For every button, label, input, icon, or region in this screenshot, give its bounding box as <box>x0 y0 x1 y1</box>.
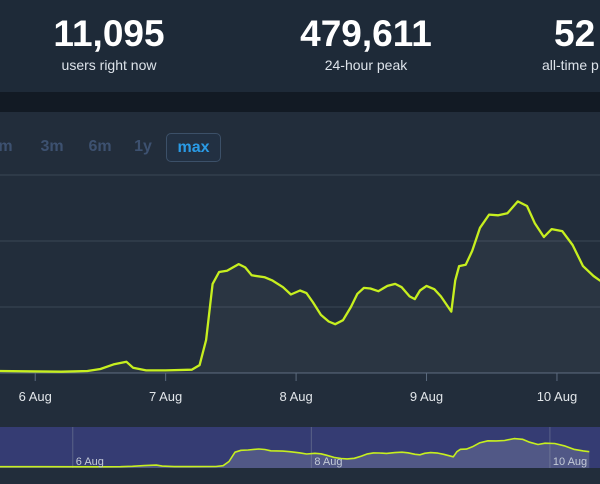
stat-24h-peak: 479,611 24-hour peak <box>290 12 442 74</box>
all-time-peak-label: all-time p <box>542 57 599 73</box>
navigator-tick-label: 10 Aug <box>553 456 587 468</box>
navigator-line <box>0 437 590 468</box>
x-tick-label: 6 Aug <box>19 389 52 404</box>
current-users-label: users right now <box>61 57 157 73</box>
stat-all-time-peak: 52 all-time p <box>540 12 600 74</box>
x-tick-label: 9 Aug <box>410 389 443 404</box>
stat-current-users: 11,095 users right now <box>42 12 176 74</box>
navigator-tick-label: 8 Aug <box>314 456 342 468</box>
series-area <box>0 201 600 373</box>
navigator-tick-label: 6 Aug <box>76 456 104 468</box>
stats-bar <box>0 0 600 92</box>
current-users-value: 11,095 <box>53 13 165 54</box>
peak-24h-label: 24-hour peak <box>324 57 408 73</box>
navigator-area <box>0 438 590 468</box>
range-button-6m[interactable]: 6m <box>88 138 112 155</box>
series-line <box>0 200 600 373</box>
x-tick-label: 7 Aug <box>149 389 182 404</box>
all-time-peak-value: 52 <box>554 13 596 54</box>
range-button-3m[interactable]: 3m <box>40 138 64 155</box>
peak-24h-value: 479,611 <box>300 13 432 54</box>
range-button-1y[interactable]: 1y <box>134 138 152 155</box>
x-tick-label: 10 Aug <box>537 389 578 404</box>
range-button-1m[interactable]: 1m <box>0 138 13 155</box>
navigator-selection[interactable] <box>0 427 600 468</box>
range-button-max[interactable]: max <box>166 133 221 162</box>
navigator[interactable]: 6 Aug 8 Aug 10 Aug <box>0 427 600 468</box>
x-tick-label: 8 Aug <box>279 389 312 404</box>
section-divider <box>0 92 600 112</box>
chart-panel <box>0 112 600 484</box>
